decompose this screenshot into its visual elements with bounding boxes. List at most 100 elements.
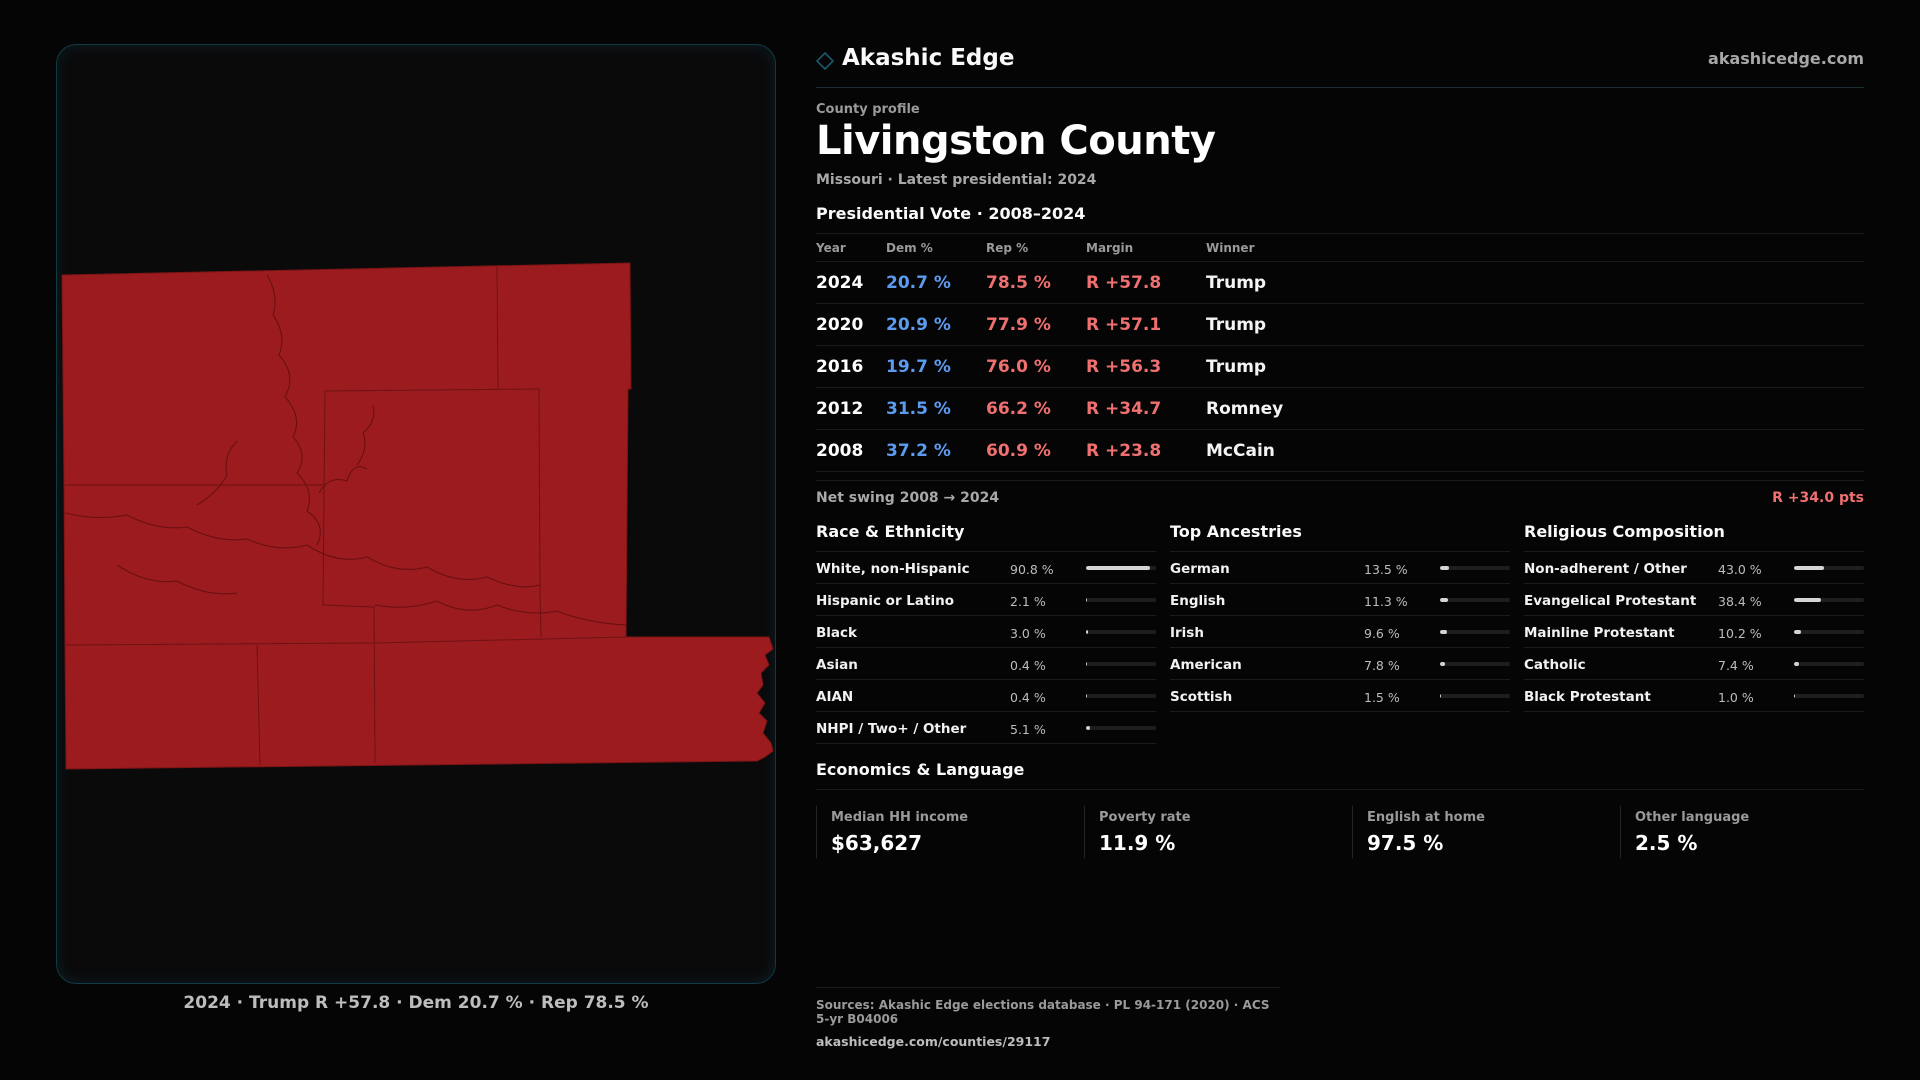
race-label: NHPI / Two+ / Other <box>816 721 967 737</box>
page-title: Livingston County <box>816 118 1216 164</box>
row-winner: Trump <box>1206 261 1864 304</box>
profile-eyebrow: County profile <box>816 102 920 117</box>
stat-value: 2.5 % <box>1635 831 1698 855</box>
ancestry-value: 11.3 % <box>1364 594 1408 609</box>
race-value: 5.1 % <box>1010 722 1046 737</box>
list-item: AIAN 0.4 % <box>816 680 1156 712</box>
ancestry-label: Irish <box>1170 625 1204 641</box>
stat-median-income: Median HH income $63,627 <box>816 806 1066 858</box>
race-label: AIAN <box>816 689 854 705</box>
race-bar <box>1086 598 1156 602</box>
brand-header: Akashic Edge akashicedge.com <box>816 44 1864 88</box>
swing-divider <box>816 480 1864 481</box>
ancestry-value: 7.8 % <box>1364 658 1400 673</box>
race-bar-fill <box>1086 662 1087 666</box>
map-caption: 2024 · Trump R +57.8 · Dem 20.7 % · Rep … <box>183 993 649 1013</box>
row-winner: McCain <box>1206 429 1864 472</box>
row-year: 2008 <box>816 429 886 472</box>
row-margin: R +57.8 <box>1086 261 1206 304</box>
list-item: Evangelical Protestant 38.4 % <box>1524 584 1864 616</box>
stat-value: $63,627 <box>831 831 923 855</box>
stat-label: English at home <box>1367 810 1485 825</box>
religion-label: Non-adherent / Other <box>1524 561 1687 577</box>
religion-bar <box>1794 694 1864 698</box>
race-label: Hispanic or Latino <box>816 593 954 609</box>
table-row[interactable]: 2020 20.9 % 77.9 % R +57.1 Trump <box>816 303 1864 346</box>
net-swing-value: R +34.0 pts <box>1772 490 1864 506</box>
column-header-winner: Winner <box>1206 233 1864 262</box>
presidential-vote-title: Presidential Vote · 2008–2024 <box>816 204 1086 223</box>
stat-value: 11.9 % <box>1099 831 1176 855</box>
list-item: Asian 0.4 % <box>816 648 1156 680</box>
table-row[interactable]: 2008 37.2 % 60.9 % R +23.8 McCain <box>816 429 1864 472</box>
stat-label: Other language <box>1635 810 1750 825</box>
table-row[interactable]: 2024 20.7 % 78.5 % R +57.8 Trump <box>816 261 1864 304</box>
list-item: Catholic 7.4 % <box>1524 648 1864 680</box>
county-shape[interactable] <box>61 262 774 770</box>
race-ethnicity-title: Race & Ethnicity <box>816 522 1156 552</box>
county-map[interactable] <box>57 45 776 984</box>
stat-label: Poverty rate <box>1099 810 1191 825</box>
economics-stats: Median HH income $63,627 Poverty rate 11… <box>816 806 1864 866</box>
religion-value: 43.0 % <box>1718 562 1762 577</box>
list-item: Scottish 1.5 % <box>1170 680 1510 712</box>
row-rep-pct: 76.0 % <box>986 345 1086 388</box>
river-lines <box>64 274 627 626</box>
list-item: American 7.8 % <box>1170 648 1510 680</box>
row-margin: R +57.1 <box>1086 303 1206 346</box>
religion-value: 1.0 % <box>1718 690 1754 705</box>
ancestry-bar <box>1440 630 1510 634</box>
row-winner: Trump <box>1206 303 1864 346</box>
race-bar-fill <box>1086 694 1087 698</box>
religion-bar <box>1794 662 1864 666</box>
row-winner: Trump <box>1206 345 1864 388</box>
race-bar-fill <box>1086 726 1090 730</box>
sources-url-link[interactable]: akashicedge.com/counties/29117 <box>816 1034 1051 1049</box>
race-label: Asian <box>816 657 858 673</box>
race-bar <box>1086 726 1156 730</box>
profile-panel: Akashic Edge akashicedge.com County prof… <box>816 44 1864 1049</box>
religion-bar <box>1794 566 1864 570</box>
ancestry-bar-fill <box>1440 630 1447 634</box>
race-bar-fill <box>1086 566 1150 570</box>
list-item: Irish 9.6 % <box>1170 616 1510 648</box>
net-swing-label: Net swing 2008 → 2024 <box>816 490 1000 506</box>
row-dem-pct: 31.5 % <box>886 387 986 430</box>
race-bar-fill <box>1086 630 1089 634</box>
religion-section: Religious Composition Non-adherent / Oth… <box>1524 522 1864 712</box>
county-subtitle: Missouri · Latest presidential: 2024 <box>816 172 1097 188</box>
race-value: 90.8 % <box>1010 562 1054 577</box>
township-lines <box>65 266 627 766</box>
table-row[interactable]: 2016 19.7 % 76.0 % R +56.3 Trump <box>816 345 1864 388</box>
ancestry-bar <box>1440 566 1510 570</box>
race-label: Black <box>816 625 858 641</box>
race-bar-fill <box>1086 598 1088 602</box>
column-header-dem: Dem % <box>886 233 986 262</box>
race-value: 3.0 % <box>1010 626 1046 641</box>
brand-name[interactable]: Akashic Edge <box>842 45 1015 71</box>
religion-value: 38.4 % <box>1718 594 1762 609</box>
race-bar <box>1086 694 1156 698</box>
religion-label: Mainline Protestant <box>1524 625 1675 641</box>
race-bar <box>1086 630 1156 634</box>
county-map-panel[interactable] <box>56 44 776 984</box>
row-rep-pct: 77.9 % <box>986 303 1086 346</box>
brand-url-link[interactable]: akashicedge.com <box>1708 49 1864 68</box>
row-margin: R +56.3 <box>1086 345 1206 388</box>
race-label: White, non-Hispanic <box>816 561 970 577</box>
religion-bar-fill <box>1794 630 1802 634</box>
religion-bar-fill <box>1794 662 1800 666</box>
race-ethnicity-section: Race & Ethnicity White, non-Hispanic 90.… <box>816 522 1156 744</box>
ancestry-label: English <box>1170 593 1226 609</box>
stat-english-at-home: English at home 97.5 % <box>1352 806 1602 858</box>
religion-bar <box>1794 630 1864 634</box>
table-row[interactable]: 2012 31.5 % 66.2 % R +34.7 Romney <box>816 387 1864 430</box>
column-header-year: Year <box>816 233 886 262</box>
sources-text: Sources: Akashic Edge elections database… <box>816 998 1270 1026</box>
race-bar <box>1086 566 1156 570</box>
row-year: 2016 <box>816 345 886 388</box>
row-dem-pct: 37.2 % <box>886 429 986 472</box>
row-rep-pct: 66.2 % <box>986 387 1086 430</box>
row-year: 2012 <box>816 387 886 430</box>
presidential-vote-table: Year Dem % Rep % Margin Winner 2024 20.7… <box>816 233 1864 472</box>
